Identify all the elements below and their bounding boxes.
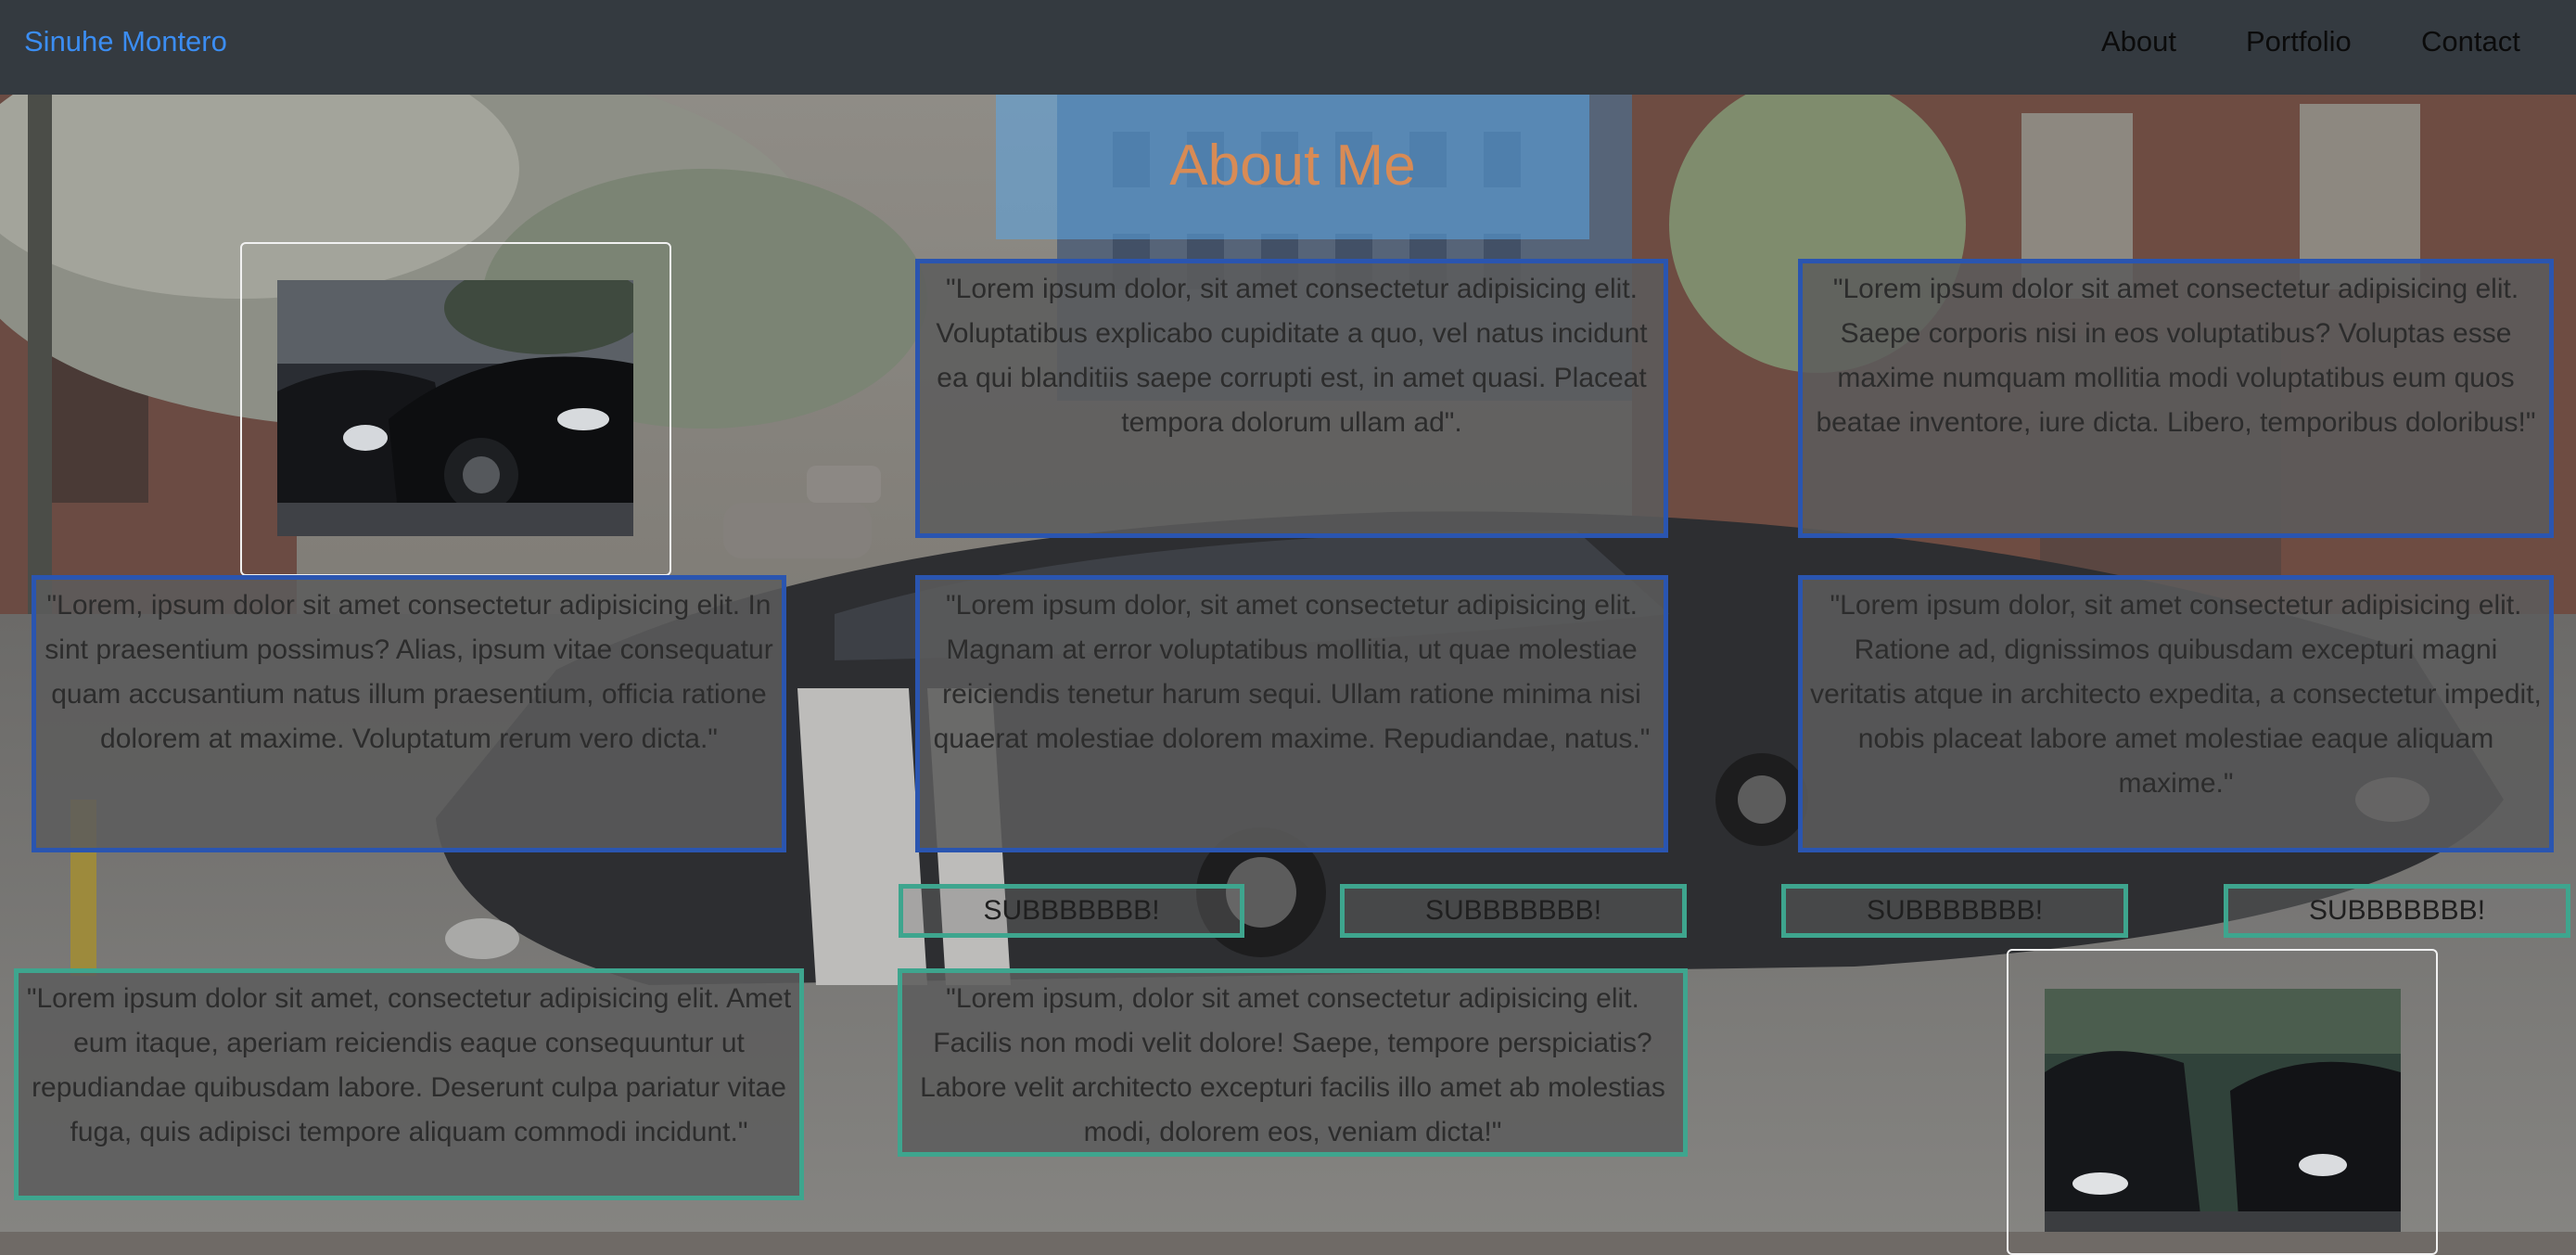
sub-button[interactable]: SUBBBBBBB! — [2224, 884, 2570, 938]
navbar: Sinuhe Montero About Portfolio Contact — [0, 0, 2576, 95]
brand-link[interactable]: Sinuhe Montero — [24, 25, 227, 58]
nav-link-contact[interactable]: Contact — [2421, 25, 2520, 58]
about-card-teal: "Lorem ipsum, dolor sit amet consectetur… — [898, 968, 1688, 1157]
about-title-background — [996, 95, 1589, 239]
about-card: "Lorem ipsum dolor sit amet consectetur … — [1798, 259, 2554, 538]
about-card: "Lorem ipsum dolor, sit amet consectetur… — [1798, 575, 2554, 852]
about-card: "Lorem ipsum dolor, sit amet consectetur… — [915, 259, 1668, 538]
nav-link-about[interactable]: About — [2101, 25, 2177, 58]
sub-button[interactable]: SUBBBBBBB! — [1781, 884, 2128, 938]
sub-button[interactable]: SUBBBBBBB! — [899, 884, 1244, 938]
about-card: "Lorem, ipsum dolor sit amet consectetur… — [32, 575, 786, 852]
cars-parked-photo-icon — [2045, 989, 2401, 1232]
about-card: "Lorem ipsum dolor, sit amet consectetur… — [915, 575, 1668, 852]
car-photo-icon — [277, 280, 633, 536]
about-card-teal: "Lorem ipsum dolor sit amet, consectetur… — [14, 968, 804, 1200]
sub-button[interactable]: SUBBBBBBB! — [1340, 884, 1687, 938]
about-me-title: About Me — [1169, 134, 1416, 198]
nav-link-portfolio[interactable]: Portfolio — [2246, 25, 2352, 58]
